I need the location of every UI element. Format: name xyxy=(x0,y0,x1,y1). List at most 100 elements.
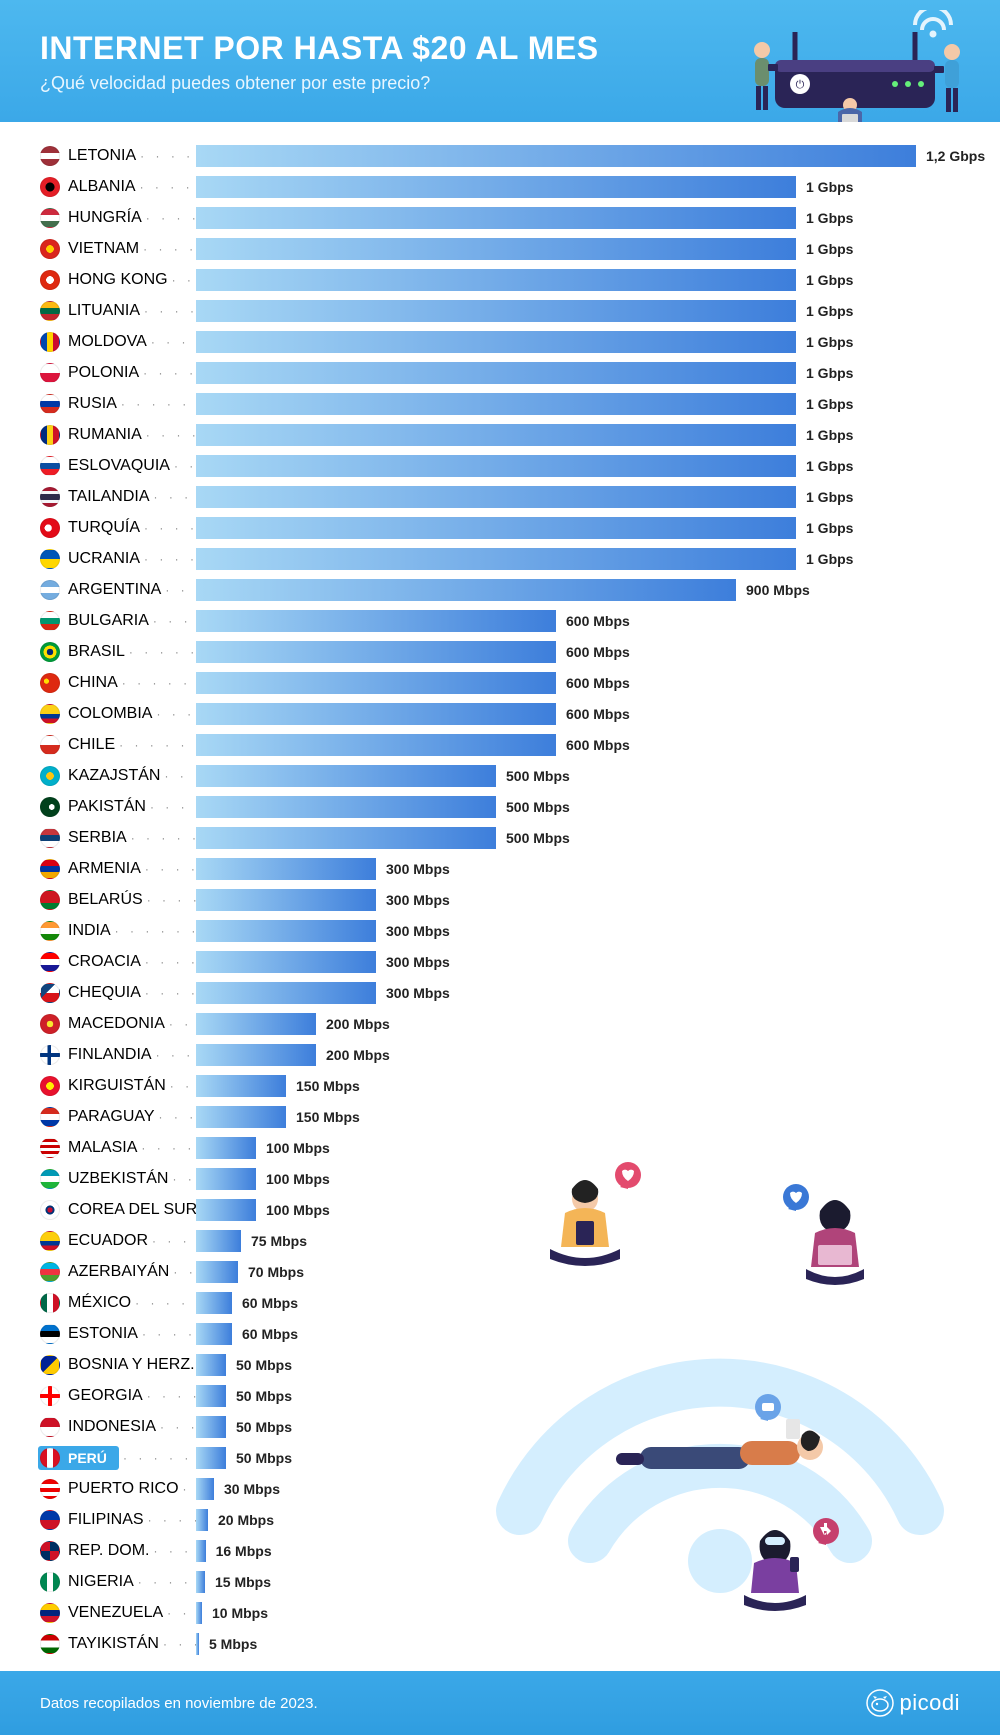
bar-cell: 1 Gbps xyxy=(196,300,960,322)
flag-icon xyxy=(40,1541,60,1561)
flag-icon xyxy=(40,704,60,724)
chart-row: KIRGUISTÁN· · · · · · · ·150 Mbps xyxy=(40,1072,960,1100)
row-label-wrap: ESTONIA· · · · · · · · xyxy=(40,1324,196,1344)
chart-row: ARGENTINA· · · · · · · ·900 Mbps xyxy=(40,576,960,604)
chart-row: AZERBAIYÁN· · · · · · · · 70 Mbps xyxy=(40,1258,960,1286)
chart-row: HONG KONG· · · · · · · ·1 Gbps xyxy=(40,266,960,294)
bar xyxy=(196,1106,286,1128)
row-label-wrap: CROACIA· · · · · · · · xyxy=(40,952,196,972)
value-label: 1 Gbps xyxy=(806,334,853,350)
leader-dots: · · · · · · · · xyxy=(115,738,196,752)
country-name: BOSNIA Y HERZ. xyxy=(68,1356,195,1374)
flag-icon xyxy=(40,859,60,879)
bar xyxy=(196,455,796,477)
row-label-wrap: SERBIA· · · · · · · · xyxy=(40,828,196,848)
bar xyxy=(196,207,796,229)
value-label: 600 Mbps xyxy=(566,706,630,722)
brand-name: picodi xyxy=(900,1690,960,1716)
bar-cell: 1 Gbps xyxy=(196,238,960,260)
leader-dots: · · · · · · · · xyxy=(159,1637,196,1651)
bar-cell: 600 Mbps xyxy=(196,672,960,694)
leader-dots: · · · · · · · · xyxy=(111,924,196,938)
chart-row: CHILE· · · · · · · ·600 Mbps xyxy=(40,731,960,759)
flag-icon xyxy=(40,1138,60,1158)
leader-dots: · · · · · · · · xyxy=(139,242,196,256)
row-label-wrap: INDIA· · · · · · · · xyxy=(40,921,196,941)
row-label-wrap: PERÚ· · · · · · xyxy=(40,1446,196,1470)
router-illustration: ⏻ xyxy=(720,10,970,122)
value-label: 50 Mbps xyxy=(236,1388,292,1404)
row-label-wrap: BELARÚS· · · · · · · · xyxy=(40,890,196,910)
leader-dots: · · · · · · · · xyxy=(134,1575,196,1589)
row-label-wrap: PARAGUAY· · · · · · · · xyxy=(40,1107,196,1127)
country-name: PERÚ xyxy=(68,1450,107,1466)
bar-cell: 70 Mbps xyxy=(196,1261,960,1283)
leader-dots: · · · · · · · · xyxy=(141,986,196,1000)
bar xyxy=(196,238,796,260)
country-name: ALBANIA xyxy=(68,178,136,196)
bar-cell: 300 Mbps xyxy=(196,858,960,880)
value-label: 600 Mbps xyxy=(566,737,630,753)
row-label-wrap: RUSIA· · · · · · · · xyxy=(40,394,196,414)
bar-cell: 100 Mbps xyxy=(196,1137,960,1159)
flag-icon xyxy=(40,1417,60,1437)
flag-icon xyxy=(40,1076,60,1096)
country-name: ARMENIA xyxy=(68,860,141,878)
bar-cell: 1 Gbps xyxy=(196,548,960,570)
bar-cell: 300 Mbps xyxy=(196,920,960,942)
chart-row: MÉXICO· · · · · · · ·60 Mbps xyxy=(40,1289,960,1317)
country-name: LITUANIA xyxy=(68,302,140,320)
bar-cell: 1 Gbps xyxy=(196,424,960,446)
row-label-wrap: HONG KONG· · · · · · · · xyxy=(40,270,196,290)
flag-icon xyxy=(40,208,60,228)
bar xyxy=(196,889,376,911)
country-name: TAILANDIA xyxy=(68,488,150,506)
bar xyxy=(196,796,496,818)
flag-icon xyxy=(40,921,60,941)
footer: Datos recopilados en noviembre de 2023. … xyxy=(0,1671,1000,1735)
leader-dots: · · · · · · · · xyxy=(131,1296,196,1310)
country-name: POLONIA xyxy=(68,364,139,382)
chart-row: PARAGUAY· · · · · · · ·150 Mbps xyxy=(40,1103,960,1131)
bar xyxy=(196,1385,226,1407)
bar-cell: 500 Mbps xyxy=(196,765,960,787)
value-label: 60 Mbps xyxy=(242,1295,298,1311)
flag-icon xyxy=(40,1324,60,1344)
bar xyxy=(196,176,796,198)
chart-row: BULGARIA· · · · · · · ·600 Mbps xyxy=(40,607,960,635)
flag-icon xyxy=(40,239,60,259)
bar xyxy=(196,672,556,694)
leader-dots: · · · · · · · · xyxy=(140,552,196,566)
bar xyxy=(196,920,376,942)
chart-row: COREA DEL SUR· · · · · · · ·100 Mbps xyxy=(40,1196,960,1224)
chart-row: UCRANIA· · · · · · · ·1 Gbps xyxy=(40,545,960,573)
row-label-wrap: TURQUÍA· · · · · · · · xyxy=(40,518,196,538)
flag-icon xyxy=(40,1603,60,1623)
leader-dots: · · · · · · · · xyxy=(117,397,196,411)
row-label-wrap: KIRGUISTÁN· · · · · · · · xyxy=(40,1076,196,1096)
value-label: 1 Gbps xyxy=(806,241,853,257)
country-name: VIETNAM xyxy=(68,240,139,258)
row-label-wrap: UZBEKISTÁN· · · · · · · · xyxy=(40,1169,196,1189)
country-name: BRASIL xyxy=(68,643,125,661)
bar xyxy=(196,1168,256,1190)
value-label: 70 Mbps xyxy=(248,1264,304,1280)
value-label: 15 Mbps xyxy=(215,1574,271,1590)
chart-row: MACEDONIA· · · · · · · ·200 Mbps xyxy=(40,1010,960,1038)
bar-cell: 1 Gbps xyxy=(196,176,960,198)
chart-row: TAYIKISTÁN· · · · · · · ·5 Mbps xyxy=(40,1630,960,1658)
row-label-wrap: AZERBAIYÁN· · · · · · · · xyxy=(40,1262,196,1282)
bar xyxy=(196,331,796,353)
bar-cell: 20 Mbps xyxy=(196,1509,960,1531)
bar xyxy=(196,1416,226,1438)
chart-row: CHEQUIA· · · · · · · ·300 Mbps xyxy=(40,979,960,1007)
bar-cell: 50 Mbps xyxy=(196,1354,960,1376)
value-label: 16 Mbps xyxy=(216,1543,272,1559)
leader-dots: · · · · · · · · xyxy=(169,1265,196,1279)
flag-icon xyxy=(40,673,60,693)
chart-row: REP. DOM.· · · · · · · · 16 Mbps xyxy=(40,1537,960,1565)
flag-icon xyxy=(40,518,60,538)
value-label: 1 Gbps xyxy=(806,520,853,536)
row-label-wrap: REP. DOM.· · · · · · · · xyxy=(40,1541,196,1561)
leader-dots: · · · · · · · · xyxy=(141,955,196,969)
